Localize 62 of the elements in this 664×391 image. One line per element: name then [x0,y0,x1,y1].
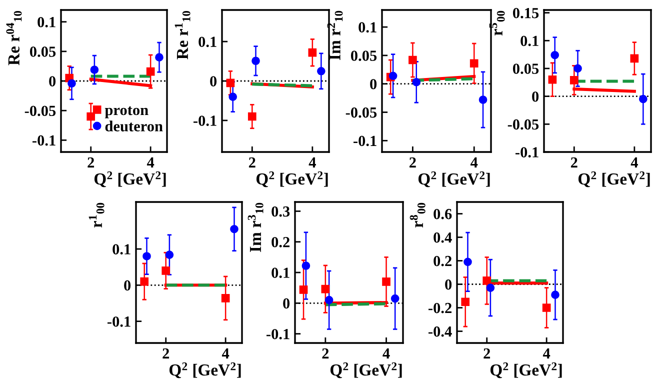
y-tick-label: 0.6 [434,208,452,220]
y-axis-title: r$^{5}$$_{00}$ [489,10,505,36]
y-tick-label: 0.1 [520,36,538,46]
x-tick-label: 4 [470,157,478,168]
legend-label: proton [104,106,148,118]
x-axis-title: Q$^{2}$ [GeV$^{2}$] [256,171,328,188]
x-tick-label: 2 [248,157,256,168]
y-tick-label: 0 [210,76,217,86]
y-axis-title: r$^{1}$$_{00}$ [88,202,104,228]
x-tick-label: 4 [222,348,230,358]
x-axis-title: Q$^{2}$ [GeV$^{2}$] [169,362,241,378]
x-tick-label: 4 [630,157,638,168]
x-tick-label: 2 [410,157,416,168]
y-tick-label: -0.1 [108,316,130,327]
x-tick-label: 4 [382,348,390,358]
y-tick-label: 0.4 [434,232,452,243]
x-tick-label: 2 [484,348,490,358]
y-tick-label: 0 [445,279,452,290]
x-axis-title: Q$^{2}$ [GeV$^{2}$] [578,171,650,188]
y-tick-label: 0.1 [198,36,216,48]
y-axis-title: Im r$^{3}$$_{10}$ [248,202,264,252]
y-tick-label: 0.15 [512,8,539,18]
y-tick-label: -0.2 [428,302,452,314]
y-tick-label: 0 [124,280,131,291]
x-tick-label: 4 [308,157,316,168]
y-axis-title: Re r$^{1}$$_{10}$ [174,10,190,60]
x-axis-title: Q$^{2}$ [GeV$^{2}$] [94,171,166,188]
y-tick-label: -0.4 [428,326,452,337]
x-tick-label: 4 [542,348,550,358]
x-axis-title: Q$^{2}$ [GeV$^{2}$] [490,362,562,378]
y-tick-label: 0.2 [434,256,452,266]
x-tick-label: 2 [88,157,94,168]
y-axis-title: r$^{8}$$_{00}$ [410,202,426,228]
y-tick-label: -0.1 [194,116,216,126]
y-tick-label: 0.3 [272,206,290,217]
y-tick-label: 0 [370,78,377,90]
y-tick-label: 0.2 [272,236,290,248]
x-tick-label: 2 [570,157,578,168]
y-tick-label: 0.05 [350,50,377,61]
x-tick-label: 4 [146,157,154,168]
y-tick-label: -0.1 [354,136,376,146]
y-tick-label: 0 [283,298,290,309]
y-tick-label: 0.1 [272,268,290,278]
legend-label: deuteron [105,120,163,132]
y-tick-label: -0.05 [346,107,377,118]
y-tick-label: 0.1 [358,22,376,33]
y-tick-label: -0.1 [32,135,56,146]
x-axis-title: Q$^{2}$ [GeV$^{2}$] [418,171,490,188]
y-tick-label: 0 [532,91,539,102]
y-tick-label: -0.1 [266,328,290,340]
y-tick-label: 0.05 [512,64,539,74]
y-tick-label: 0 [49,76,56,86]
y-tick-label: 0.1 [38,16,56,28]
y-tick-label: -0.1 [516,147,538,158]
x-axis-title: Q$^{2}$ [GeV$^{2}$] [330,362,402,378]
y-tick-label: 0.1 [112,244,130,255]
y-tick-label: 0.05 [30,46,56,57]
y-tick-label: -0.05 [508,119,539,130]
x-tick-label: 2 [322,348,329,358]
x-tick-label: 2 [162,348,170,358]
y-axis-title: Re r$^{04}$$_{10}$ [6,10,22,66]
y-tick-label: -0.05 [24,106,56,116]
